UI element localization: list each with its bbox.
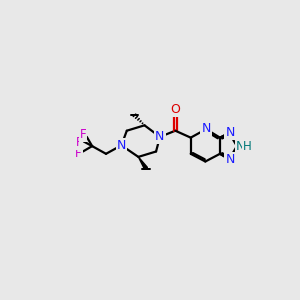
- Text: O: O: [170, 103, 180, 116]
- Text: F: F: [80, 128, 86, 141]
- Text: N: N: [225, 126, 235, 139]
- Text: N: N: [155, 130, 165, 143]
- Text: F: F: [75, 147, 82, 160]
- Text: N: N: [201, 122, 211, 135]
- Text: N: N: [117, 139, 126, 152]
- Polygon shape: [138, 157, 148, 169]
- Text: N: N: [236, 140, 245, 153]
- Text: F: F: [76, 136, 82, 149]
- Text: H: H: [243, 140, 252, 153]
- Text: N: N: [225, 154, 235, 166]
